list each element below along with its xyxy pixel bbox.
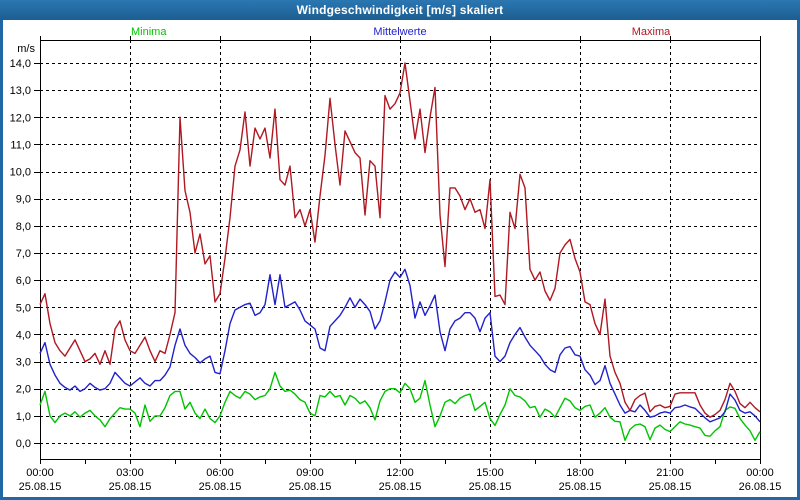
x-axis-labels: 00:00 25.08.15 03:00 25.08.15 06:00 25.08.15 0… — [19, 467, 782, 493]
svg-text:13,0: 13,0 — [10, 85, 31, 97]
svg-text:0,0: 0,0 — [16, 438, 31, 450]
svg-text:8,0: 8,0 — [16, 221, 31, 233]
svg-text:4,0: 4,0 — [16, 329, 31, 341]
svg-text:7,0: 7,0 — [16, 248, 31, 260]
svg-text:25.08.15: 25.08.15 — [379, 481, 422, 493]
svg-text:1,0: 1,0 — [16, 411, 31, 423]
svg-text:25.08.15: 25.08.15 — [649, 481, 692, 493]
y-axis-labels: 0,0 1,0 2,0 3,0 4,0 5,0 6,0 7,0 8,0 9,0 10,0 11,0 12… — [10, 43, 36, 450]
svg-text:9,0: 9,0 — [16, 194, 31, 206]
svg-text:21:00: 21:00 — [656, 467, 684, 479]
legend-item-mittelwerte: Mittelwerte — [373, 26, 427, 38]
svg-text:00:00: 00:00 — [746, 467, 774, 479]
svg-text:26.08.15: 26.08.15 — [739, 481, 782, 493]
series-line-mittelwerte — [39, 268, 761, 423]
svg-text:12:00: 12:00 — [386, 467, 414, 479]
svg-text:14,0: 14,0 — [10, 58, 31, 70]
svg-text:2,0: 2,0 — [16, 384, 31, 396]
svg-text:06:00: 06:00 — [206, 467, 234, 479]
svg-text:25.08.15: 25.08.15 — [559, 481, 602, 493]
svg-text:03:00: 03:00 — [116, 467, 144, 479]
svg-text:10,0: 10,0 — [10, 167, 31, 179]
svg-text:12,0: 12,0 — [10, 112, 31, 124]
svg-text:5,0: 5,0 — [16, 302, 31, 314]
svg-text:m/s: m/s — [17, 43, 35, 55]
svg-text:3,0: 3,0 — [16, 357, 31, 369]
svg-text:25.08.15: 25.08.15 — [19, 481, 62, 493]
svg-text:6,0: 6,0 — [16, 275, 31, 287]
svg-text:11,0: 11,0 — [10, 139, 31, 151]
axis-ticks — [34, 36, 761, 464]
svg-text:00:00: 00:00 — [26, 467, 54, 479]
svg-text:18:00: 18:00 — [566, 467, 594, 479]
svg-text:25.08.15: 25.08.15 — [109, 481, 152, 493]
svg-text:15:00: 15:00 — [476, 467, 504, 479]
legend-item-minima: Minima — [131, 26, 167, 38]
gridlines — [40, 40, 760, 459]
plot-frame — [40, 40, 761, 460]
window-title: Windgeschwindigkeit [m/s] skaliert — [296, 3, 504, 17]
series-line-minima — [39, 371, 761, 441]
window-titlebar: Windgeschwindigkeit [m/s] skaliert — [0, 0, 800, 20]
svg-text:25.08.15: 25.08.15 — [289, 481, 332, 493]
svg-text:25.08.15: 25.08.15 — [199, 481, 242, 493]
svg-text:25.08.15: 25.08.15 — [469, 481, 512, 493]
svg-text:09:00: 09:00 — [296, 467, 324, 479]
legend-item-maxima: Maxima — [631, 26, 671, 38]
series-line-maxima — [39, 62, 761, 418]
